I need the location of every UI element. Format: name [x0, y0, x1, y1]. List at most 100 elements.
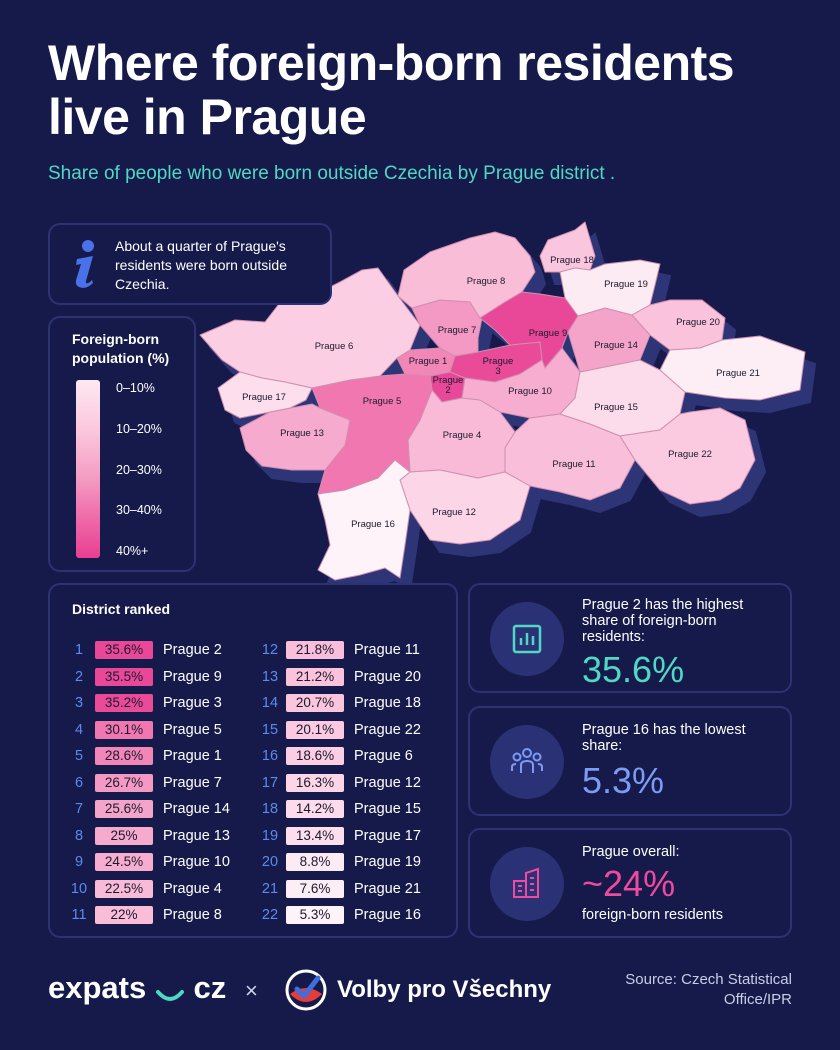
rank-value-badge: 20.7% [286, 694, 344, 713]
stat-text: Prague 16 has the lowest share: [582, 722, 746, 754]
bar-chart-icon [512, 624, 542, 654]
rank-number: 1 [74, 642, 84, 659]
rank-district-name: Prague 12 [354, 774, 421, 791]
district-shape[interactable] [659, 335, 806, 401]
district-label: Prague 14 [594, 340, 638, 351]
rank-district-name: Prague 21 [354, 880, 421, 897]
rank-value-badge: 35.2% [95, 694, 153, 713]
rank-district-name: Prague 13 [163, 827, 230, 844]
rank-row: 7 25.6% Prague 14 [68, 796, 230, 823]
stat-icon-circle [490, 725, 564, 799]
legend-label: 0–10% [116, 381, 155, 395]
expats-cz-logo: expats cz [48, 970, 226, 1006]
stat-icon-circle [490, 602, 564, 676]
district-shape[interactable] [217, 371, 313, 419]
ranking-column: 12 21.8% Prague 11 13 21.2% Prague 20 14 20.7% P… [259, 637, 421, 929]
rank-number: 18 [261, 801, 279, 818]
rank-row: 1 35.6% Prague 2 [68, 637, 230, 664]
legend-label: 40%+ [116, 544, 149, 558]
rank-row: 21 7.6% Prague 21 [259, 876, 421, 903]
district-shape[interactable] [559, 259, 661, 317]
rank-value-badge: 13.4% [286, 826, 344, 845]
overall-share-card: Prague overall: ~24% foreign-born reside… [468, 828, 792, 938]
rank-row: 8 25% Prague 13 [68, 823, 230, 850]
rank-row: 5 28.6% Prague 1 [68, 743, 230, 770]
rank-district-name: Prague 9 [163, 668, 222, 685]
district-label: Prague 21 [716, 368, 760, 379]
rank-district-name: Prague 5 [163, 721, 222, 738]
rank-value-badge: 21.8% [286, 641, 344, 660]
rank-value-badge: 25% [95, 826, 153, 845]
district-label: Prague 7 [438, 325, 477, 336]
rank-district-name: Prague 4 [163, 880, 222, 897]
district-label: Prague 17 [242, 392, 286, 403]
district-label: Prague 19 [604, 279, 648, 290]
district-label: Prague 18 [550, 255, 594, 266]
rank-district-name: Prague 18 [354, 695, 421, 712]
rank-number: 3 [74, 695, 84, 712]
rank-value-badge: 18.6% [286, 747, 344, 766]
district-label: Prague 1 [409, 356, 448, 367]
rank-value-badge: 35.6% [95, 641, 153, 660]
rank-row: 11 22% Prague 8 [68, 902, 230, 929]
rank-number: 17 [261, 774, 279, 791]
rank-value-badge: 22.5% [95, 879, 153, 898]
info-box: About a quarter of Prague's residents we… [48, 223, 332, 305]
rank-value-badge: 5.3% [286, 906, 344, 925]
lowest-share-card: Prague 16 has the lowest share: 5.3% [468, 706, 792, 816]
district-label: Prague 5 [363, 396, 402, 407]
rank-district-name: Prague 22 [354, 721, 421, 738]
legend-title: Foreign-born population (%) [72, 331, 170, 366]
buildings-icon [513, 867, 539, 898]
rank-value-badge: 7.6% [286, 879, 344, 898]
rank-district-name: Prague 19 [354, 854, 421, 871]
rank-number: 19 [261, 827, 279, 844]
info-text: About a quarter of Prague's residents we… [115, 238, 287, 292]
rank-value-badge: 20.1% [286, 720, 344, 739]
district-shape[interactable] [619, 407, 756, 505]
district-label: Prague 2 [433, 375, 464, 396]
rank-value-badge: 14.2% [286, 800, 344, 819]
rank-number: 9 [74, 854, 84, 871]
rank-district-name: Prague 2 [163, 642, 222, 659]
district-label: Prague 8 [467, 276, 506, 287]
rank-district-name: Prague 17 [354, 827, 421, 844]
rank-number: 22 [261, 907, 279, 924]
rank-value-badge: 30.1% [95, 720, 153, 739]
rank-district-name: Prague 20 [354, 668, 421, 685]
rank-value-badge: 28.6% [95, 747, 153, 766]
rank-value-badge: 25.6% [95, 800, 153, 819]
rank-number: 2 [74, 668, 84, 685]
district-label: Prague 15 [594, 402, 638, 413]
district-label: Prague 3 [483, 356, 514, 377]
highest-share-card: Prague 2 has the highest share of foreig… [468, 583, 792, 693]
district-label: Prague 11 [552, 459, 595, 470]
rank-row: 22 5.3% Prague 16 [259, 902, 421, 929]
stat-subtext: foreign-born residents [582, 907, 724, 923]
district-label: Prague 4 [443, 430, 482, 441]
rank-value-badge: 21.2% [286, 667, 344, 686]
rank-district-name: Prague 11 [354, 642, 420, 659]
rank-value-badge: 35.5% [95, 667, 153, 686]
rank-value-badge: 22% [95, 906, 153, 925]
smile-mark [155, 990, 184, 1001]
stat-value: ~24% [582, 863, 676, 904]
district-shape[interactable] [539, 221, 596, 273]
rank-value-badge: 8.8% [286, 853, 344, 872]
district-shape[interactable] [317, 459, 411, 581]
info-icon [75, 240, 94, 288]
district-shape[interactable] [239, 403, 351, 471]
rank-value-badge: 26.7% [95, 773, 153, 792]
rank-row: 19 13.4% Prague 17 [259, 823, 421, 850]
district-shape[interactable] [631, 299, 726, 351]
rank-district-name: Prague 15 [354, 801, 421, 818]
ranking-title: District ranked [72, 601, 171, 617]
volby-logo-icon [285, 969, 327, 1011]
district-label: Prague 10 [508, 386, 552, 397]
rank-row: 16 18.6% Prague 6 [259, 743, 421, 770]
legend-label: 30–40% [116, 503, 162, 517]
district-label: Prague 22 [668, 449, 712, 460]
rank-number: 14 [261, 695, 279, 712]
rank-number: 21 [261, 880, 279, 897]
map-legend: Foreign-born population (%) 0–10% 10–20%… [48, 316, 196, 572]
